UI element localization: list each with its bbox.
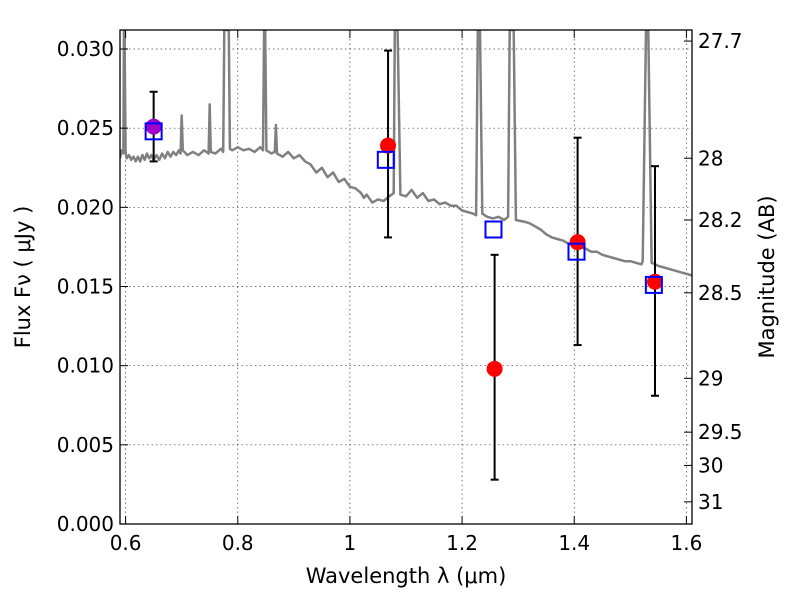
model-flux-point: [567, 242, 586, 261]
error-bars: [149, 49, 659, 481]
y2-tick-label: 29.5: [698, 420, 743, 444]
x-tick-label: 0.6: [110, 531, 142, 555]
y2-tick-label: 28.2: [698, 208, 743, 232]
x-axis-title: Wavelength λ (μm): [306, 564, 507, 588]
model-spectrum: [120, 30, 692, 277]
axis-ticks: [120, 30, 692, 525]
y2-axis-title: Magnitude (AB): [755, 195, 779, 358]
model-flux-point: [144, 122, 163, 141]
observed-flux-point: [145, 118, 162, 135]
y-tick-label: 0.025: [57, 116, 114, 140]
observed-flux-point: [569, 234, 586, 251]
model-flux-point: [484, 220, 503, 239]
y-axis-title: Flux Fν ( μJy ): [11, 206, 35, 349]
x-tick-label: 1: [344, 531, 357, 555]
observed-flux-point: [380, 137, 397, 154]
y-tick-label: 0.010: [57, 354, 114, 378]
model-flux-markers: [144, 122, 663, 294]
y-tick-label: 0.015: [57, 275, 114, 299]
y-tick-label: 0.030: [57, 37, 114, 61]
y2-tick-label: 29: [698, 366, 723, 390]
y2-tick-label: 28.5: [698, 281, 743, 305]
y2-tick-label: 31: [698, 490, 723, 514]
y2-tick-labels: 27.7 28 28.2 28.5 29 29.5 30 31: [698, 29, 743, 514]
y-tick-label: 0.005: [57, 433, 114, 457]
x-tick-label: 0.8: [222, 531, 254, 555]
y-tick-labels: 0.000 0.005 0.010 0.015 0.020 0.025 0.030: [57, 37, 114, 536]
y2-tick-label: 30: [698, 453, 723, 477]
y-tick-label: 0.000: [57, 512, 114, 536]
model-flux-point: [644, 275, 663, 294]
x-tick-label: 1.2: [446, 531, 478, 555]
model-flux-point: [376, 150, 395, 169]
x-tick-label: 1.6: [670, 531, 702, 555]
y2-tick-label: 27.7: [698, 29, 743, 53]
y-tick-label: 0.020: [57, 195, 114, 219]
plot-frame: [119, 29, 693, 525]
grid: [120, 30, 692, 525]
x-tick-labels: 0.6 0.8 1 1.2 1.4 1.6: [110, 531, 703, 555]
y2-tick-label: 28: [698, 146, 723, 170]
x-tick-label: 1.4: [558, 531, 590, 555]
model-spectrum-line: [120, 30, 692, 277]
observed-flux-point: [486, 360, 503, 377]
